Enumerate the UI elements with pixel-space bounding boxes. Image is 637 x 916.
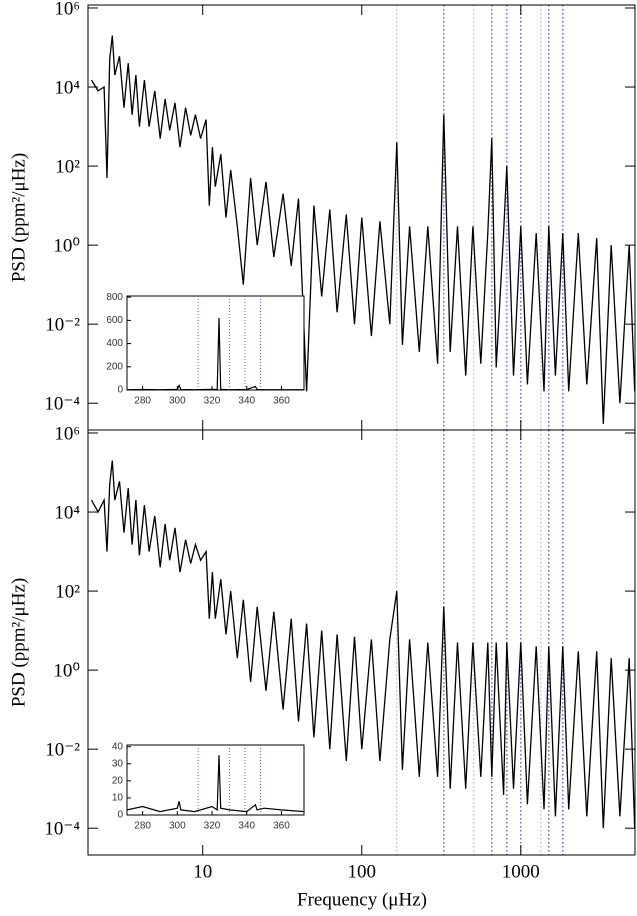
inset-x-tick-label: 280	[134, 821, 151, 832]
y-tick-label: 10⁴	[54, 77, 80, 98]
inset-y-tick-label: 40	[112, 741, 124, 752]
y-tick-label: 10⁶	[54, 423, 80, 444]
y-tick-label: 10⁻⁴	[44, 394, 80, 415]
inset-y-tick-label: 600	[106, 315, 123, 326]
inset-y-tick-label: 10	[112, 793, 124, 804]
x-tick-label: 100	[348, 861, 377, 882]
inset-x-tick-label: 340	[238, 821, 255, 832]
inset-x-tick-label: 300	[169, 396, 186, 407]
y-tick-label: 10⁻⁴	[44, 819, 80, 840]
x-tick-label: 1000	[502, 861, 540, 882]
inset-x-tick-label: 320	[204, 821, 221, 832]
inset-y-tick-label: 0	[117, 385, 123, 396]
inset-x-tick-label: 360	[273, 396, 290, 407]
y-axis-label: PSD (ppm²/μHz)	[8, 153, 29, 282]
psd-line	[90, 460, 636, 829]
x-tick-label: 10	[193, 861, 212, 882]
inset-y-tick-label: 400	[106, 338, 123, 349]
inset-bg	[126, 744, 305, 816]
y-tick-label: 10²	[55, 581, 80, 602]
y-tick-label: 10⁰	[53, 660, 80, 681]
y-tick-label: 10⁶	[54, 0, 80, 19]
inset-x-tick-label: 280	[134, 396, 151, 407]
inset-line	[126, 755, 305, 813]
inset-line	[126, 317, 304, 391]
psd-line	[90, 35, 636, 424]
inset-y-tick-label: 200	[106, 361, 123, 372]
y-tick-label: 10²	[55, 156, 80, 177]
y-tick-label: 10⁻²	[45, 740, 80, 761]
inset-y-tick-label: 20	[112, 775, 124, 786]
y-tick-label: 10⁰	[53, 235, 80, 256]
inset-bg	[126, 295, 305, 391]
inset-y-tick-label: 30	[112, 758, 124, 769]
x-axis-label: Frequency (μHz)	[297, 889, 427, 910]
inset-x-tick-label: 360	[273, 821, 290, 832]
inset-x-tick-label: 300	[169, 821, 186, 832]
y-tick-label: 10⁴	[54, 502, 80, 523]
inset-x-tick-label: 340	[238, 396, 255, 407]
y-tick-label: 10⁻²	[45, 315, 80, 336]
y-axis-label: PSD (ppm²/μHz)	[8, 578, 29, 707]
inset-y-tick-label: 0	[117, 810, 123, 821]
inset-y-tick-label: 800	[106, 292, 123, 303]
inset-x-tick-label: 320	[204, 396, 221, 407]
